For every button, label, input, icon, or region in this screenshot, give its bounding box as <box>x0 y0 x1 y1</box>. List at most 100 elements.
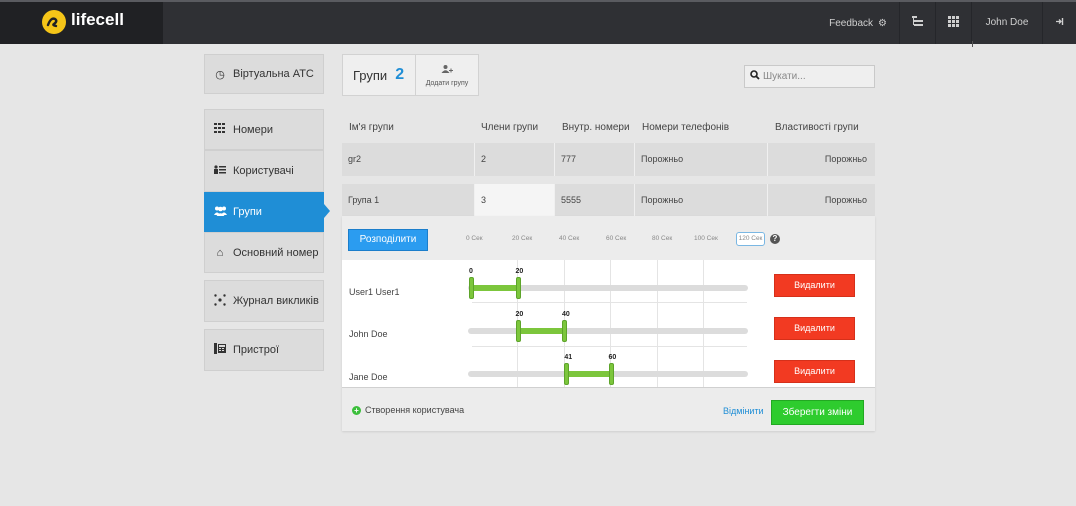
create-user-label: Створення користувача <box>365 405 465 415</box>
gear-icon: ⚙ <box>878 17 887 29</box>
plus-circle-icon: + <box>352 405 361 415</box>
groups-title-label: Групи <box>353 67 388 83</box>
lifecell-logo-icon <box>42 10 66 34</box>
cell-group-properties: Порожньо <box>824 195 867 205</box>
cell-members: 2 <box>475 143 555 176</box>
max-time-selector[interactable]: 120 Сек <box>736 232 765 246</box>
member-timeline-track[interactable] <box>468 328 748 334</box>
apps-grid-icon <box>948 16 959 30</box>
sidebar-item-label: Користувачі <box>233 165 294 177</box>
search-input[interactable] <box>763 71 863 82</box>
tree-icon <box>912 16 923 30</box>
sidebar-item-numbers[interactable]: Номери <box>204 109 324 150</box>
segment-start-handle[interactable] <box>515 320 521 342</box>
top-bar: lifecell Feedback ⚙ John Doe <box>0 0 1076 47</box>
sidebar-item-devices[interactable]: Пристрої <box>204 329 324 371</box>
cancel-link[interactable]: Відмінити <box>723 406 764 416</box>
column-header-extensions: Внутр. номери <box>562 122 630 133</box>
logout-button[interactable] <box>1043 2 1076 44</box>
sidebar-item-users[interactable]: Користувачі <box>204 150 324 192</box>
cell-group-name: gr2 <box>342 143 475 176</box>
tick-label: 100 Сек <box>694 235 718 242</box>
sidebar-item-label: Основний номер <box>233 246 319 259</box>
cell-group-name: Група 1 <box>342 184 475 217</box>
segment-end-handle[interactable] <box>515 277 521 299</box>
segment-end-value: 20 <box>515 268 524 275</box>
tick-label: 40 Сек <box>559 235 580 242</box>
segment-start-value: 20 <box>515 311 524 318</box>
sidebar-item-label: Віртуальна АТС <box>233 68 314 80</box>
groups-header: Групи 2 Додати групу <box>342 54 479 96</box>
member-time-segment[interactable] <box>567 371 612 377</box>
member-time-segment[interactable] <box>518 328 565 334</box>
distribute-button[interactable]: Розподілити <box>348 229 428 251</box>
panel-toolbar: Розподілити 0 Сек 20 Сек 40 Сек 60 Сек 8… <box>342 216 875 260</box>
sidebar-item-virtual-pbx[interactable]: ◷ Віртуальна АТС <box>204 54 324 94</box>
tree-view-button[interactable] <box>900 2 935 44</box>
save-changes-button[interactable]: Зберегти зміни <box>771 400 864 425</box>
call-log-icon <box>213 293 227 309</box>
column-header-group-name: Ім'я групи <box>349 122 394 133</box>
sidebar-item-call-log[interactable]: Журнал викликів <box>204 280 324 322</box>
help-icon[interactable]: ? <box>770 234 780 244</box>
cell-phone-numbers: Порожньо <box>635 184 768 217</box>
cell-extensions: 777 <box>555 143 635 176</box>
table-row[interactable]: gr2 2 777 Порожньо Порожньо <box>342 143 875 176</box>
sidebar-item-label: Номери <box>233 123 274 136</box>
apps-button[interactable] <box>936 2 971 44</box>
home-icon: ⌂ <box>216 246 224 259</box>
search-box[interactable] <box>744 65 875 88</box>
member-name: Jane Doe <box>349 372 388 382</box>
groups-title: Групи 2 <box>343 55 415 95</box>
member-time-segment[interactable] <box>472 285 519 291</box>
tick-label: 0 Сек <box>466 235 483 242</box>
users-list-icon <box>213 164 227 178</box>
logo-text: lifecell <box>71 10 124 29</box>
groups-count: 2 <box>395 66 405 83</box>
segment-end-handle[interactable] <box>562 320 567 342</box>
sidebar-item-groups[interactable]: Групи <box>204 192 324 232</box>
sidebar-item-label: Пристрої <box>233 344 279 356</box>
search-icon <box>750 70 760 83</box>
devices-icon <box>213 343 227 357</box>
column-header-group-properties: Властивості групи <box>775 122 859 133</box>
add-group-button[interactable]: Додати групу <box>415 55 478 95</box>
member-timeline-track[interactable] <box>468 285 748 291</box>
user-name: John Doe <box>985 17 1029 28</box>
sidebar-item-label: Групи <box>233 206 262 218</box>
cell-extensions: 5555 <box>555 184 635 217</box>
create-user-link[interactable]: + Створення користувача <box>352 405 464 415</box>
feedback-label: Feedback <box>829 17 874 29</box>
sidebar-item-main-number[interactable]: ⌂ Основний номер <box>204 232 324 273</box>
feedback-button[interactable]: Feedback ⚙ <box>817 2 899 44</box>
add-user-icon <box>441 64 453 78</box>
panel-footer: + Створення користувача Відмінити Зберег… <box>342 387 875 431</box>
member-name: John Doe <box>349 329 388 339</box>
segment-end-value: 40 <box>562 311 570 318</box>
segment-start-handle[interactable] <box>564 363 570 385</box>
clock-check-icon: ◷ <box>215 68 225 81</box>
delete-member-button[interactable]: Видалити <box>774 274 855 297</box>
table-row[interactable]: Група 1 3 5555 Порожньо Порожньо <box>342 184 875 217</box>
user-menu[interactable]: John Doe <box>972 2 1042 47</box>
delete-member-button[interactable]: Видалити <box>774 317 855 340</box>
segment-end-handle[interactable] <box>608 363 614 385</box>
cell-phone-numbers: Порожньо <box>635 143 768 176</box>
active-indicator <box>324 204 330 218</box>
cell-members: 3 <box>475 184 555 217</box>
column-header-phone-numbers: Номери телефонів <box>642 122 730 133</box>
add-group-label: Додати групу <box>425 79 469 87</box>
logo[interactable]: lifecell <box>0 2 163 44</box>
cell-group-properties: Порожньо <box>824 154 867 164</box>
grid-icon <box>213 123 227 136</box>
column-header-members: Члени групи <box>481 122 539 133</box>
delete-member-button[interactable]: Видалити <box>774 360 855 383</box>
tick-label: 20 Сек <box>512 235 533 242</box>
tick-label: 60 Сек <box>606 235 627 242</box>
member-name: User1 User1 <box>349 287 400 297</box>
segment-start-handle[interactable] <box>469 277 474 299</box>
timeline-area: User1 User1 Видалити John Doe Видалити J… <box>342 260 875 387</box>
segment-start-value: 41 <box>564 354 573 361</box>
segment-start-value: 0 <box>469 268 473 275</box>
sidebar-item-label: Журнал викликів <box>233 295 319 307</box>
